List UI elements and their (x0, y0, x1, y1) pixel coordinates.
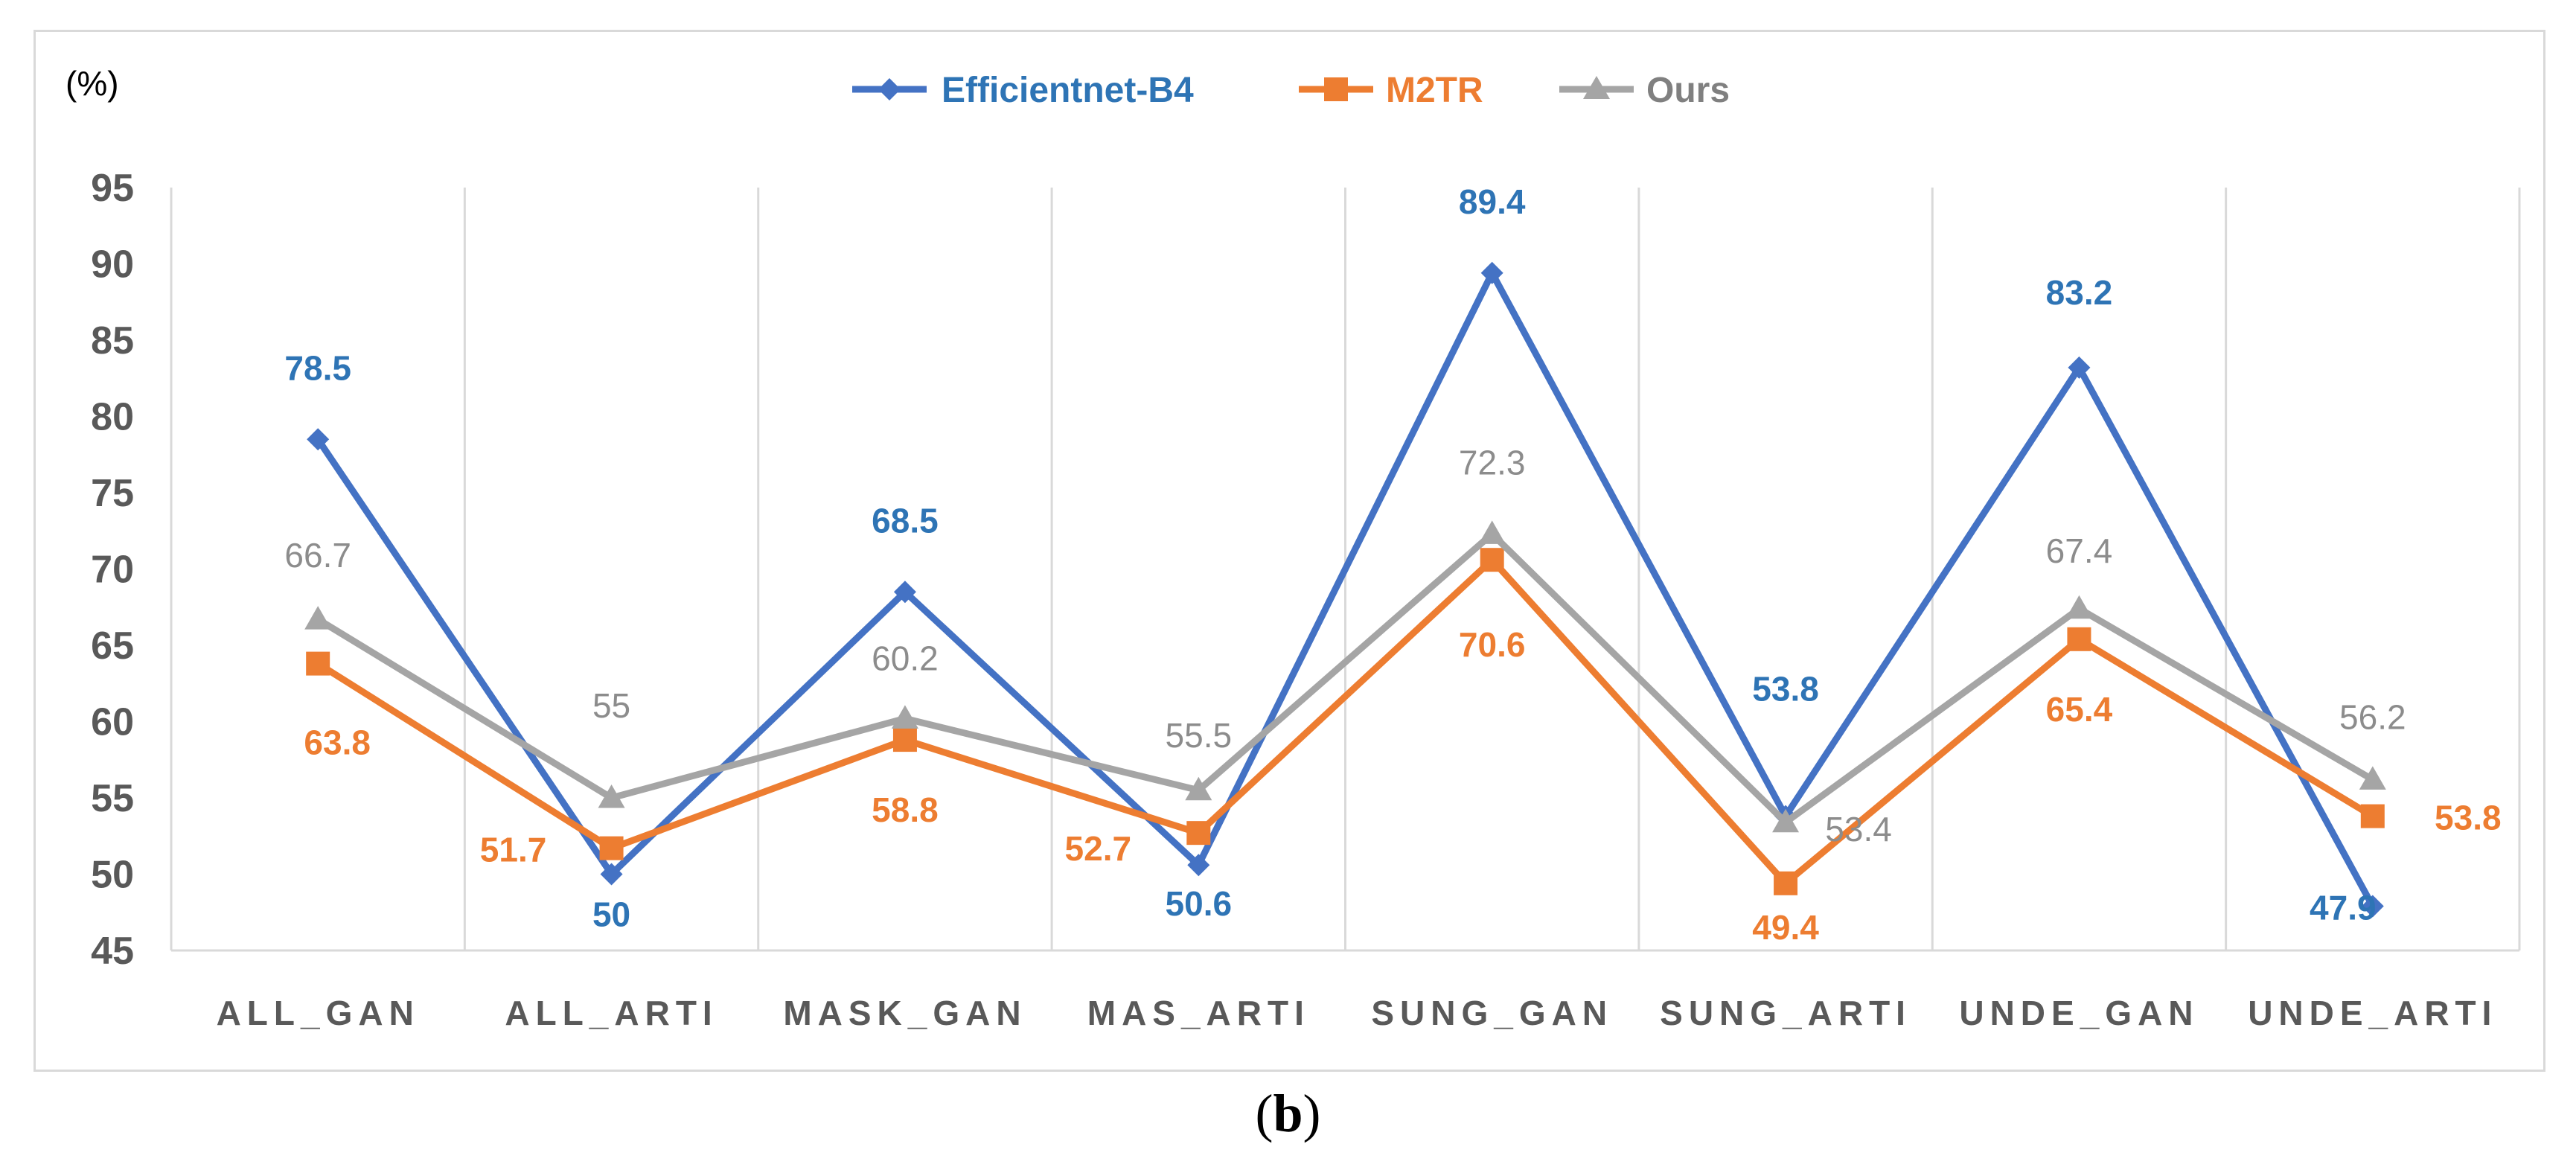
x-tick-label: MAS_ARTI (1087, 994, 1310, 1032)
data-label: 58.8 (872, 790, 939, 829)
line-chart: 45 50 55 60 65 70 75 80 85 90 95 (%) ALL_GAN ALL_ARTI… (65, 64, 2521, 1032)
y-tick-label: 60 (91, 701, 134, 744)
data-label: 67.4 (2046, 531, 2113, 570)
marker-diamond (307, 428, 330, 451)
marker-triangle (1772, 808, 1800, 833)
marker-diamond (893, 581, 916, 604)
data-label: 55 (592, 686, 630, 725)
legend-label: M2TR (1386, 71, 1483, 110)
marker-triangle (2359, 766, 2386, 790)
y-tick-label: 45 (91, 930, 134, 973)
data-label: 63.8 (304, 723, 371, 762)
data-label: 66.7 (284, 536, 351, 575)
legend-label: Ours (1646, 71, 1730, 110)
y-tick-label: 65 (91, 624, 134, 668)
marker-diamond (2068, 356, 2091, 379)
x-tick-label: UNDE_ARTI (2248, 994, 2497, 1032)
marker-triangle (891, 705, 918, 729)
marker-triangle (1185, 776, 1212, 801)
data-label: 49.4 (1752, 908, 1819, 947)
caption-letter: b (1273, 1084, 1303, 1143)
marker-square (2067, 627, 2091, 651)
marker-diamond (1187, 854, 1210, 877)
marker-triangle (1478, 520, 1506, 544)
chart-frame (33, 30, 2545, 1072)
marker-diamond (1480, 261, 1503, 284)
marker-square (2360, 804, 2385, 828)
data-label: 47.9 (2310, 889, 2377, 927)
marker-square (892, 728, 917, 752)
data-label: 68.5 (872, 501, 939, 540)
legend-marker-diamond (878, 78, 901, 100)
data-label: 56.2 (2339, 697, 2406, 736)
marker-triangle (2065, 595, 2093, 619)
data-label: 83.2 (2046, 273, 2113, 312)
x-tick-label: MASK_GAN (783, 994, 1026, 1032)
marker-triangle (598, 784, 625, 808)
figure-caption: (b) (0, 1083, 2576, 1145)
series-line-M2TR (316, 556, 2375, 887)
y-tick-label: 55 (91, 777, 134, 820)
y-tick-label: 90 (91, 243, 134, 287)
caption-close: ) (1303, 1084, 1321, 1143)
y-tick-label: 75 (91, 472, 134, 515)
y-tick-label: 95 (91, 167, 134, 210)
data-label: 51.7 (480, 831, 547, 869)
y-tick-label: 70 (91, 549, 134, 592)
y-tick-label: 80 (91, 396, 134, 439)
data-label: 50 (592, 895, 630, 934)
data-label: 53.8 (2435, 799, 2502, 837)
series-line-Ours (316, 530, 2375, 826)
caption-open: ( (1255, 1084, 1273, 1143)
marker-square (1774, 871, 1798, 895)
data-label: 53.4 (1825, 810, 1892, 848)
marker-diamond (2361, 895, 2384, 918)
legend-marker-triangle (1583, 76, 1610, 99)
data-label: 55.5 (1166, 716, 1233, 755)
data-label: 65.4 (2046, 690, 2113, 729)
data-label: 78.5 (284, 348, 351, 387)
marker-square (1480, 548, 1504, 572)
marker-diamond (600, 863, 623, 886)
x-tick-label: SUNG_ARTI (1660, 994, 1911, 1032)
marker-square (1186, 821, 1211, 846)
y-tick-label: 85 (91, 319, 134, 362)
marker-square (306, 651, 330, 676)
data-label: 72.3 (1459, 443, 1526, 482)
marker-square (599, 836, 624, 860)
data-label: 52.7 (1065, 829, 1132, 868)
legend-marker-square (1324, 77, 1348, 101)
x-tick-label: ALL_ARTI (505, 994, 717, 1032)
x-tick-label: UNDE_GAN (1959, 994, 2199, 1032)
data-label: 70.6 (1459, 625, 1526, 664)
data-label: 89.4 (1459, 182, 1526, 221)
x-tick-label: SUNG_GAN (1371, 994, 1613, 1032)
data-label: 53.8 (1752, 670, 1819, 709)
y-unit-label: (%) (65, 64, 119, 103)
legend-label: Efficientnet-B4 (942, 71, 1194, 110)
data-label: 50.6 (1166, 884, 1233, 923)
y-tick-label: 50 (91, 854, 134, 897)
data-label: 60.2 (872, 639, 939, 677)
x-tick-label: ALL_GAN (217, 994, 420, 1032)
marker-triangle (304, 606, 332, 630)
